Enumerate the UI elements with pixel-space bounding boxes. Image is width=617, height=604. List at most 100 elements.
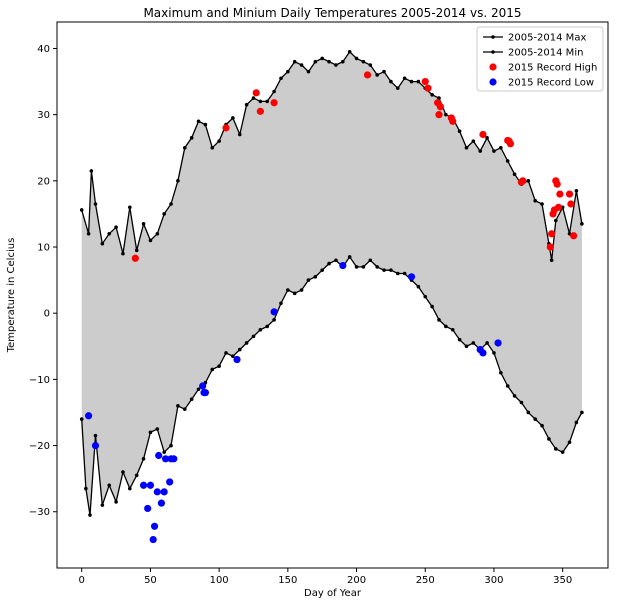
data-point-2005-2014-min: [327, 261, 331, 266]
y-tick-label: −10: [29, 375, 50, 386]
data-point-2005-2014-max: [444, 112, 448, 117]
data-point-2005-2014-min: [402, 271, 407, 276]
data-point-2005-2014-max: [437, 96, 441, 100]
data-point-2005-2014-min: [265, 324, 270, 329]
scatter-point-2015-record-low: [160, 488, 168, 496]
legend-box: [476, 26, 604, 92]
data-point-2005-2014-min: [553, 447, 558, 451]
data-point-2005-2014-min: [169, 443, 173, 448]
data-point-2005-2014-min: [416, 284, 421, 289]
scatter-point-2015-record-high: [548, 230, 556, 238]
data-point-2005-2014-max: [512, 172, 517, 177]
scatter-point-2015-record-high: [421, 77, 429, 86]
data-point-2005-2014-min: [320, 268, 324, 272]
data-point-2005-2014-max: [334, 63, 338, 67]
data-point-2005-2014-max: [265, 99, 270, 104]
data-point-2005-2014-min: [457, 337, 462, 342]
legend-entry-2015-record-low: 2015 Record Low: [489, 78, 594, 89]
legend-marker-swatch: [491, 50, 495, 54]
scatter-point-2015-record-low: [233, 355, 241, 364]
scatter-point-2015-record-low: [150, 522, 159, 530]
series-line-2005-2014-max: [81, 50, 583, 261]
y-axis-label: Temperature in Celcius: [6, 238, 17, 354]
scatter-point-2015-record-low: [494, 339, 502, 347]
data-point-2005-2014-min: [84, 486, 88, 491]
data-point-2005-2014-max: [430, 93, 434, 97]
data-point-2005-2014-min: [128, 486, 132, 491]
data-point-2005-2014-max: [189, 136, 194, 140]
data-point-2005-2014-min: [155, 427, 160, 431]
data-point-2005-2014-max: [86, 231, 91, 236]
data-point-2005-2014-min: [299, 288, 304, 292]
data-point-2005-2014-min: [272, 318, 276, 322]
data-point-2005-2014-min: [485, 341, 489, 345]
data-point-2005-2014-max: [492, 149, 496, 153]
data-point-2005-2014-min: [313, 275, 318, 279]
scatter-point-2015-record-low: [201, 389, 209, 397]
data-point-2005-2014-max: [237, 132, 242, 137]
x-tick-label: 100: [210, 575, 229, 586]
data-point-2005-2014-min: [176, 404, 180, 408]
legend-marker-swatch: [491, 35, 495, 39]
data-point-2005-2014-max: [217, 139, 221, 143]
scatter-point-2015-record-high: [449, 117, 457, 125]
data-point-2005-2014-max: [533, 198, 537, 203]
scatter-point-2015-record-high: [546, 243, 554, 251]
data-point-2005-2014-min: [471, 341, 476, 345]
data-point-2005-2014-min: [533, 417, 537, 421]
data-point-2005-2014-min: [437, 318, 441, 322]
data-point-2005-2014-max: [244, 102, 249, 107]
x-tick-label: 300: [484, 575, 503, 586]
data-point-2005-2014-max: [347, 49, 352, 54]
legend-label: 2015 Record Low: [508, 78, 594, 89]
data-point-2005-2014-min: [580, 410, 584, 415]
data-point-2005-2014-min: [430, 304, 434, 309]
data-point-2005-2014-max: [286, 69, 290, 74]
data-point-2005-2014-min: [237, 347, 242, 352]
data-point-2005-2014-min: [231, 354, 235, 359]
fill-between-polygon: [81, 51, 582, 516]
scatter-point-2015-record-low: [170, 455, 178, 463]
plot-frame: [56, 21, 609, 569]
scatter-point-2015-record-low: [270, 308, 278, 316]
data-point-2005-2014-max: [203, 122, 208, 127]
scatter-layer: [85, 71, 578, 544]
data-point-2005-2014-min: [492, 351, 496, 355]
scatter-point-2015-record-low: [407, 273, 416, 281]
y-tick-label: 30: [37, 110, 50, 121]
x-tick-label: 350: [553, 575, 572, 586]
scatter-point-2015-record-low: [146, 481, 155, 489]
data-point-2005-2014-max: [505, 159, 510, 163]
data-point-2005-2014-min: [182, 407, 187, 411]
data-point-2005-2014-max: [313, 59, 318, 64]
scatter-point-2015-record-high: [424, 84, 432, 92]
legend-entry-2005-2014-max: 2005-2014 Max: [483, 33, 586, 44]
data-point-2005-2014-max: [485, 136, 489, 140]
data-point-2005-2014-min: [107, 483, 112, 488]
legend-label: 2015 Record High: [508, 63, 597, 74]
y-tick-label: −30: [29, 507, 50, 518]
x-tick-label: 50: [144, 575, 157, 586]
x-tick-label: 250: [416, 575, 435, 586]
series-layer: [79, 49, 584, 517]
data-point-2005-2014-min: [574, 420, 579, 425]
data-point-2005-2014-max: [540, 202, 544, 206]
y-axis-ticks: −30 −20 −10 0 10 20 30 40: [29, 44, 57, 518]
data-point-2005-2014-max: [155, 231, 160, 236]
data-point-2005-2014-min: [258, 327, 263, 332]
data-point-2005-2014-min: [141, 457, 146, 461]
scatter-point-2015-record-high: [131, 254, 139, 262]
data-point-2005-2014-max: [299, 63, 304, 67]
scatter-point-2015-record-low: [149, 535, 157, 544]
data-point-2005-2014-min: [210, 367, 215, 372]
data-point-2005-2014-min: [450, 327, 455, 332]
data-point-2005-2014-min: [505, 384, 510, 388]
data-point-2005-2014-min: [162, 450, 166, 454]
data-point-2005-2014-min: [354, 265, 359, 269]
data-point-2005-2014-min: [347, 255, 352, 259]
data-point-2005-2014-min: [382, 268, 386, 272]
data-point-2005-2014-min: [423, 294, 428, 299]
legend-marker-swatch: [489, 78, 497, 86]
data-point-2005-2014-max: [79, 208, 84, 212]
